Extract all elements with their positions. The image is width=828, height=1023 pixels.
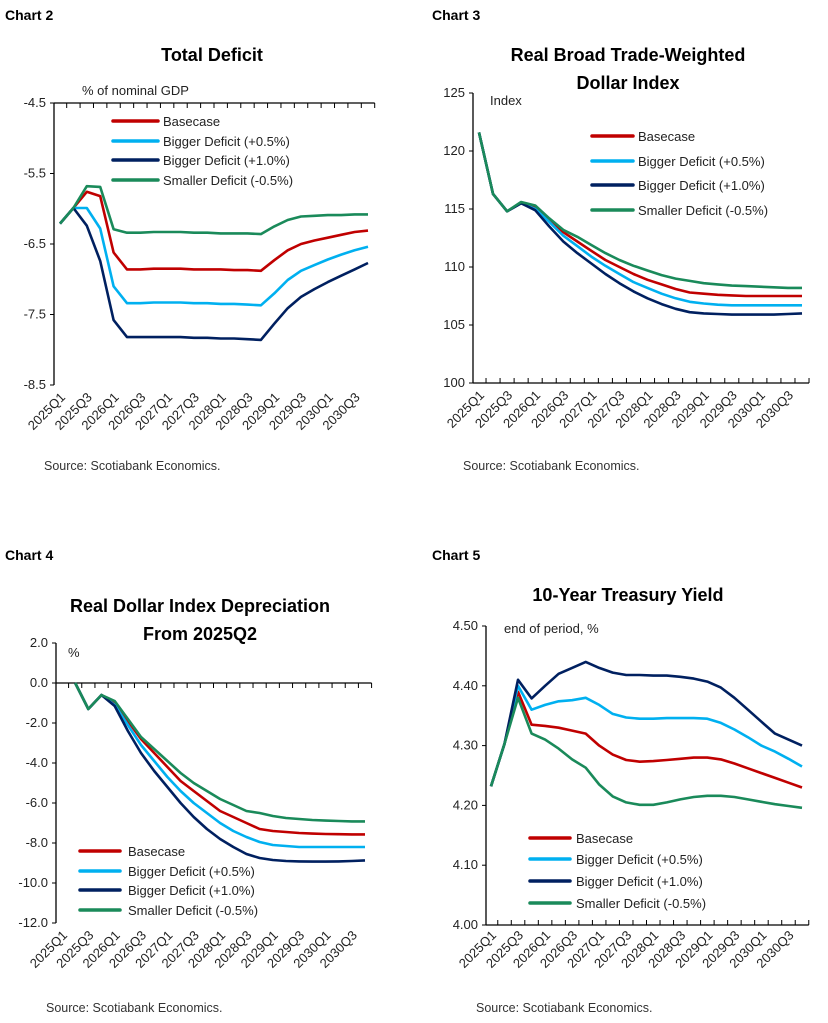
y-tick-label: 120 [443, 143, 465, 158]
source-note: Source: Scotiabank Economics. [476, 1001, 652, 1015]
chart-4: Chart 4 Real Dollar Index Depreciation Fro… [5, 547, 373, 1015]
unit-label: % of nominal GDP [82, 83, 189, 98]
series-line [59, 206, 369, 342]
legend-label: Bigger Deficit (+0.5%) [163, 134, 290, 149]
series-line [74, 682, 365, 823]
y-tick-label: -12.0 [18, 915, 48, 930]
series-line [59, 184, 368, 236]
legend-label: Smaller Deficit (-0.5%) [576, 896, 706, 911]
legend-label: Basecase [163, 114, 220, 129]
series-line [489, 690, 803, 789]
chart-title: Dollar Index [576, 73, 679, 93]
y-tick-label: -7.5 [24, 307, 46, 322]
legend-label: Bigger Deficit (+0.5%) [576, 852, 703, 867]
chart-title: Total Deficit [161, 45, 263, 65]
y-tick-label: -8.0 [26, 835, 48, 850]
legend-label: Bigger Deficit (+1.0%) [576, 874, 703, 889]
chart-title: Real Broad Trade-Weighted [511, 45, 746, 65]
chart-header: Chart 5 [432, 547, 480, 563]
legend-label: Smaller Deficit (-0.5%) [163, 173, 293, 188]
source-note: Source: Scotiabank Economics. [44, 459, 220, 473]
legend-label: Bigger Deficit (+1.0%) [638, 178, 765, 193]
y-tick-label: 2.0 [30, 635, 48, 650]
y-tick-label: 4.10 [453, 857, 478, 872]
unit-label: Index [490, 93, 522, 108]
y-tick-label: 0.0 [30, 675, 48, 690]
series-line [59, 190, 369, 273]
y-tick-label: 100 [443, 375, 465, 390]
legend-label: Basecase [638, 129, 695, 144]
unit-label: % [68, 645, 80, 660]
y-tick-label: 115 [444, 201, 465, 216]
legend-label: Bigger Deficit (+1.0%) [128, 883, 255, 898]
series-line [477, 132, 803, 316]
y-tick-label: -4.5 [24, 95, 46, 110]
series-line [489, 660, 803, 787]
legend-label: Smaller Deficit (-0.5%) [128, 903, 258, 918]
y-tick-label: 4.20 [453, 797, 478, 812]
legend-label: Basecase [576, 831, 633, 846]
chart-2: Chart 2 Total Deficit % of nominal GDP -4.5… [5, 7, 376, 473]
y-tick-label: 4.30 [453, 738, 478, 753]
source-note: Source: Scotiabank Economics. [463, 459, 639, 473]
chart-header: Chart 4 [5, 547, 53, 563]
legend-label: Smaller Deficit (-0.5%) [638, 203, 768, 218]
y-tick-label: 110 [444, 259, 465, 274]
chart-header: Chart 2 [5, 7, 53, 23]
series-line [489, 684, 803, 787]
chart-3: Chart 3 Real Broad Trade-Weighted Dollar I… [432, 7, 810, 473]
y-tick-label: -4.0 [26, 755, 48, 770]
y-tick-label: -6.5 [24, 236, 46, 251]
series-line [74, 682, 365, 849]
source-note: Source: Scotiabank Economics. [46, 1001, 222, 1015]
y-tick-label: 105 [443, 317, 465, 332]
legend-label: Bigger Deficit (+0.5%) [638, 154, 765, 169]
y-tick-label: 4.40 [453, 678, 478, 693]
y-tick-label: -2.0 [26, 715, 48, 730]
series-line [477, 132, 802, 290]
series-line [59, 206, 369, 307]
legend-label: Basecase [128, 844, 185, 859]
y-tick-label: -6.0 [26, 795, 48, 810]
y-tick-label: -5.5 [24, 166, 46, 181]
chart-5: Chart 5 10-Year Treasury Yield end of peri… [432, 547, 810, 1015]
chart-title: From 2025Q2 [143, 624, 257, 644]
y-tick-label: -8.5 [24, 377, 46, 392]
y-tick-label: 125 [443, 85, 465, 100]
series-line [74, 682, 366, 863]
y-tick-label: 4.50 [453, 618, 478, 633]
legend-label: Bigger Deficit (+0.5%) [128, 864, 255, 879]
y-tick-label: -10.0 [18, 875, 48, 890]
unit-label: end of period, % [504, 621, 599, 636]
legend-label: Bigger Deficit (+1.0%) [163, 153, 290, 168]
series-line [489, 696, 803, 810]
chart-header: Chart 3 [432, 7, 480, 23]
chart-title: Real Dollar Index Depreciation [70, 596, 330, 616]
y-tick-label: 4.00 [453, 917, 478, 932]
chart-title: 10-Year Treasury Yield [532, 585, 723, 605]
